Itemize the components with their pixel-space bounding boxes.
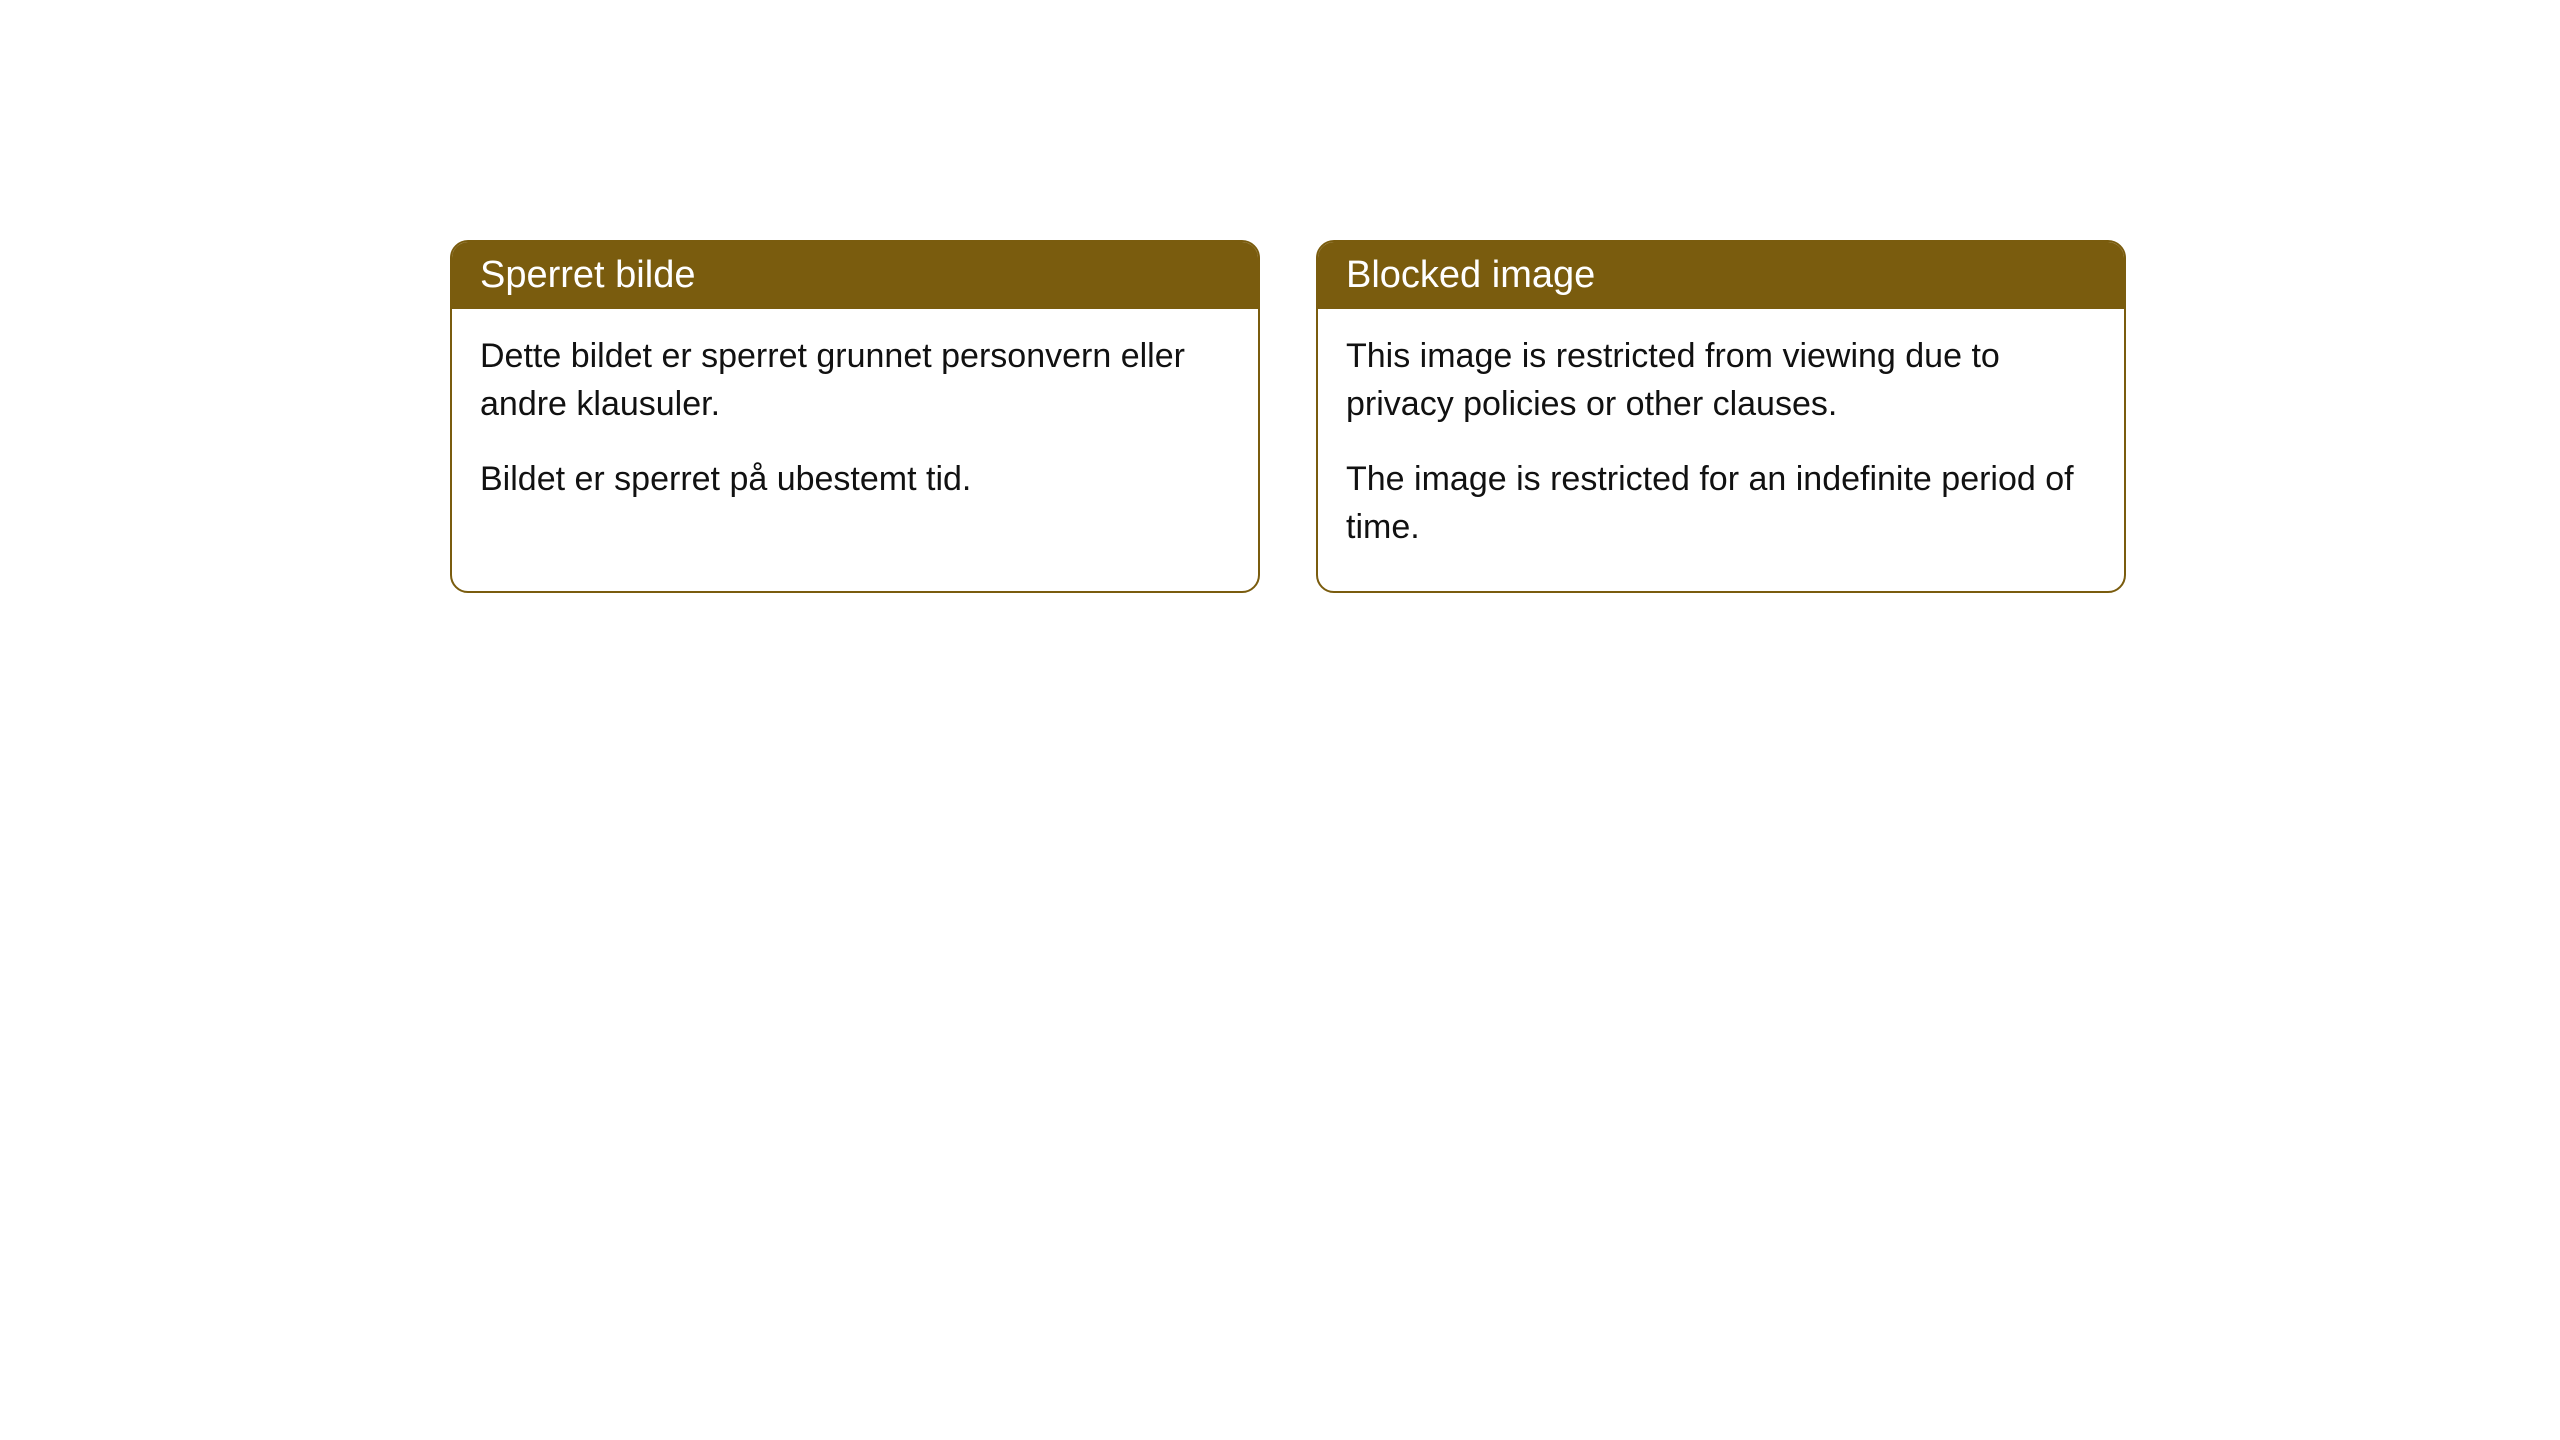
card-paragraph-2: Bildet er sperret på ubestemt tid. — [480, 456, 1230, 504]
card-english: Blocked image This image is restricted f… — [1316, 240, 2126, 593]
card-header-norwegian: Sperret bilde — [452, 242, 1258, 309]
card-title: Blocked image — [1346, 254, 1595, 296]
card-header-english: Blocked image — [1318, 242, 2124, 309]
card-paragraph-1: This image is restricted from viewing du… — [1346, 333, 2096, 428]
card-norwegian: Sperret bilde Dette bildet er sperret gr… — [450, 240, 1260, 593]
card-title: Sperret bilde — [480, 254, 695, 296]
card-paragraph-2: The image is restricted for an indefinit… — [1346, 456, 2096, 551]
card-body-norwegian: Dette bildet er sperret grunnet personve… — [452, 309, 1258, 544]
cards-container: Sperret bilde Dette bildet er sperret gr… — [450, 240, 2126, 593]
card-paragraph-1: Dette bildet er sperret grunnet personve… — [480, 333, 1230, 428]
card-body-english: This image is restricted from viewing du… — [1318, 309, 2124, 591]
